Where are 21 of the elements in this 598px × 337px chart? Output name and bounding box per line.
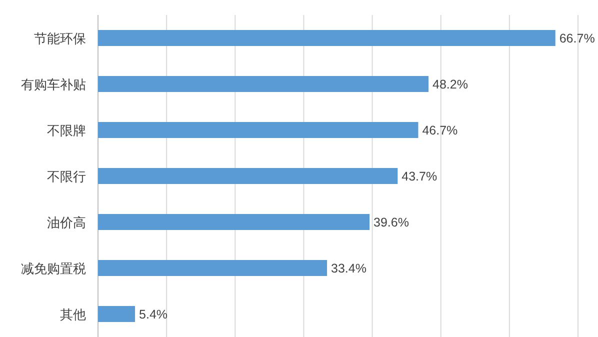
bar	[98, 122, 418, 138]
bar	[98, 306, 136, 322]
y-tick-label: 油价高	[47, 215, 86, 230]
data-label: 46.7%	[422, 124, 458, 138]
data-label: 33.4%	[331, 262, 366, 276]
y-tick-label: 不限行	[47, 169, 86, 184]
y-tick-label: 有购车补贴	[21, 77, 86, 92]
bar	[98, 168, 398, 184]
data-label: 48.2%	[432, 78, 468, 92]
bar	[98, 214, 370, 230]
y-tick-label: 不限牌	[47, 123, 86, 138]
y-tick-label: 其他	[60, 307, 86, 322]
bar	[98, 260, 328, 276]
data-label: 5.4%	[139, 308, 168, 322]
data-label: 43.7%	[402, 170, 438, 184]
bar	[98, 30, 556, 46]
bar	[98, 76, 429, 92]
data-label: 39.6%	[374, 216, 409, 230]
y-tick-label: 节能环保	[34, 31, 86, 46]
data-label: 66.7%	[559, 32, 595, 46]
y-tick-label: 减免购置税	[21, 261, 86, 276]
